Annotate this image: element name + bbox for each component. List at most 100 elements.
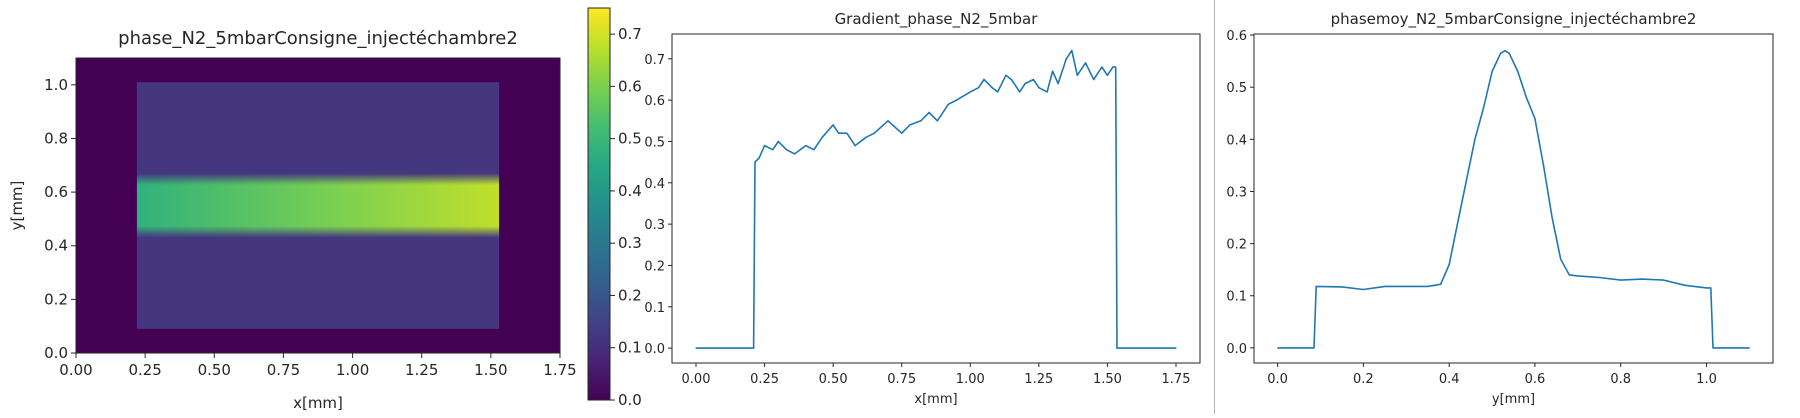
y-tick-label: 0.1 (1226, 290, 1247, 305)
data-point (1057, 83, 1059, 85)
data-point (1504, 50, 1506, 52)
data-point (1491, 70, 1493, 73)
x-tick-label: 0.0 (1267, 372, 1288, 387)
data-point (754, 161, 756, 163)
data-point (1508, 52, 1510, 54)
y-tick-label: 0.3 (644, 218, 665, 233)
data-point (1010, 78, 1013, 81)
x-tick-label: 0.75 (267, 361, 300, 379)
data-point (1024, 83, 1026, 85)
data-point (1560, 258, 1562, 260)
x-tick-label: 1.0 (1696, 372, 1717, 387)
x-tick-label: 0.6 (1525, 372, 1546, 387)
data-point (1106, 74, 1108, 76)
colorbar-tick-label: 0.6 (618, 77, 642, 95)
phasemoy-chart-frame (1253, 33, 1774, 364)
gradient-chart: 0.00 0.25 0.50 0.75 1.00 1.25 1.50 1.75 0.0 0.1 0.… (644, 10, 1201, 407)
x-tick-label: 0.25 (128, 361, 161, 379)
y-tick-label: 0.2 (44, 290, 68, 308)
data-point (1641, 278, 1643, 280)
data-point (1712, 347, 1714, 349)
data-point (794, 153, 796, 155)
data-point (1384, 285, 1386, 287)
x-tick-label: 0.4 (1439, 372, 1460, 387)
y-tick-label: 0.6 (644, 94, 665, 109)
data-point (1341, 286, 1343, 288)
data-point (785, 149, 788, 151)
data-point (901, 132, 903, 134)
data-point (977, 87, 980, 89)
colorbar-tick-label: 0.3 (618, 234, 642, 252)
data-point (838, 132, 840, 134)
data-point (1427, 285, 1429, 287)
gradient-chart-title: Gradient_phase_N2_5mbar (835, 10, 1039, 29)
data-point (1525, 97, 1527, 99)
data-point (854, 145, 856, 147)
y-tick-label: 0.6 (44, 183, 68, 201)
colorbar: 0.0 0.1 0.2 0.3 0.4 0.5 0.6 0.7 (587, 7, 642, 409)
data-point (947, 103, 949, 105)
data-point (1116, 347, 1118, 349)
data-point (983, 78, 985, 81)
y-tick-label: 0.3 (1226, 185, 1247, 200)
x-tick-label: 0.2 (1353, 372, 1374, 387)
data-point (865, 136, 867, 138)
gradient-chart-frame (671, 33, 1201, 364)
x-tick-label: 0.00 (682, 372, 711, 387)
data-point (1500, 52, 1502, 54)
data-point (1115, 66, 1117, 68)
data-point (887, 120, 889, 122)
y-tick-label: 0.6 (1226, 29, 1247, 44)
phasemoy-chart-x-axis-label: y[mm] (1492, 392, 1535, 407)
data-point (1551, 216, 1553, 219)
data-point (764, 145, 766, 147)
data-point (909, 124, 911, 126)
data-point (1457, 222, 1459, 224)
x-tick-label: 1.75 (543, 361, 576, 379)
data-point (1663, 279, 1665, 281)
heatmap-frame (75, 57, 561, 354)
heatmap-title: phase_N2_5mbarConsigne_injectéchambre2 (118, 28, 518, 49)
data-point (1748, 347, 1750, 349)
data-point (936, 120, 939, 122)
data-point (1517, 70, 1519, 73)
x-tick-label: 0.50 (198, 361, 231, 379)
colorbar-tick-label: 0.1 (618, 339, 642, 357)
data-point (969, 91, 971, 93)
data-point (1065, 58, 1067, 60)
data-point (1620, 279, 1622, 281)
data-point (1071, 49, 1073, 52)
y-tick-label: 0.8 (44, 129, 68, 147)
y-tick-label: 1.0 (44, 76, 68, 94)
data-point (956, 99, 958, 101)
data-point (991, 87, 993, 89)
data-point (1710, 287, 1712, 289)
y-tick-label: 0.0 (644, 342, 665, 357)
x-tick-label: 0.25 (750, 372, 779, 387)
data-point (846, 132, 848, 134)
y-tick-label: 0.0 (1226, 342, 1247, 357)
data-point (758, 157, 760, 159)
y-tick-label: 0.5 (1226, 81, 1247, 96)
data-point (805, 145, 807, 147)
phasemoy-chart: 0.0 0.2 0.4 0.6 0.8 1.0 0.0 0.1 0.2 0.3 0.4 0.5 0.6 p… (1226, 10, 1774, 407)
x-tick-label: 0.00 (59, 361, 92, 379)
x-tick-label: 1.00 (956, 372, 985, 387)
y-tick-label: 0.0 (44, 344, 68, 362)
y-tick-label: 0.4 (644, 177, 665, 192)
data-point (1313, 347, 1315, 349)
data-point (1019, 91, 1021, 93)
data-point (1362, 288, 1364, 291)
colorbar-tick-label: 0.0 (618, 391, 642, 409)
data-point (1568, 274, 1570, 276)
data-point (1598, 276, 1600, 279)
x-tick-label: 1.00 (336, 361, 369, 379)
data-point (920, 120, 922, 122)
data-point (772, 149, 774, 151)
colorbar-tick-label: 0.2 (618, 286, 642, 304)
data-point (1046, 91, 1048, 93)
heatmap-x-axis-label: x[mm] (293, 394, 343, 412)
x-tick-label: 1.25 (1024, 372, 1053, 387)
data-point (1277, 347, 1279, 349)
data-point (777, 140, 779, 143)
